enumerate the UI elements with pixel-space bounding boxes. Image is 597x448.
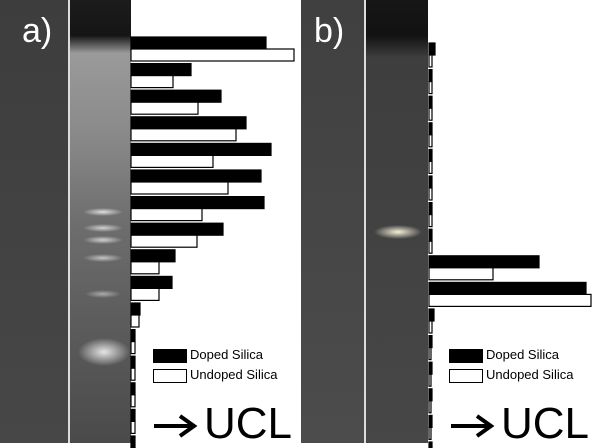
legend-swatch-doped [449,348,483,363]
gel-lane-reference-a [0,0,68,443]
bar-undoped-fraction-5 [130,154,214,168]
bar-undoped-fraction-8 [130,234,198,248]
bar-doped-fraction-6 [130,169,262,183]
bar-undoped-fraction-4 [130,128,237,142]
legend-label-doped: Doped Silica [190,347,263,362]
arrow-right-icon [154,414,198,439]
panel-a: a) Doped Silica Undoped Silica UCL [0,0,296,448]
bar-doped-fraction-3 [428,95,433,109]
bar-doped-fraction-8 [428,228,433,242]
bar-doped-fraction-8 [130,222,224,236]
bar-doped-fraction-16 [130,435,136,448]
bar-doped-fraction-4 [428,122,433,136]
bar-doped-fraction-14 [428,388,433,402]
bar-doped-fraction-5 [428,148,433,162]
legend-swatch-undoped [153,368,187,383]
bar-undoped-fraction-6 [130,181,229,195]
bar-doped-fraction-15 [428,414,433,428]
legend-label-undoped: Undoped Silica [486,367,574,382]
legend-swatch-doped [153,348,187,363]
bar-undoped-fraction-13 [428,373,432,387]
bar-doped-fraction-1 [130,36,267,50]
panel-label-b: b) [314,12,345,50]
bar-undoped-fraction-11 [130,314,140,328]
bar-undoped-fraction-1 [130,48,295,62]
legend-label-undoped: Undoped Silica [190,367,278,382]
bar-doped-fraction-12 [130,329,136,343]
bar-doped-fraction-9 [428,255,540,269]
bar-doped-fraction-7 [130,196,265,210]
ucl-axis-label-b: UCL [449,402,589,446]
bar-undoped-fraction-1 [428,54,433,68]
legend-item-doped: Doped Silica [449,347,559,363]
lane-divider-a [68,0,70,443]
legend-item-doped: Doped Silica [153,347,263,363]
bar-doped-fraction-7 [428,202,433,216]
bar-doped-fraction-9 [130,249,176,263]
bar-undoped-fraction-4 [428,134,433,148]
bar-doped-fraction-4 [130,116,247,130]
bar-doped-fraction-10 [428,281,587,295]
bar-undoped-fraction-14 [130,394,136,408]
bar-chart-a [130,36,295,448]
gel-image-a [0,0,131,443]
gel-image-b [301,0,428,443]
bar-undoped-fraction-7 [130,208,203,222]
bar-undoped-fraction-11 [428,320,433,334]
bar-doped-fraction-3 [130,89,222,103]
bar-undoped-fraction-2 [130,74,174,89]
bar-undoped-fraction-9 [130,261,160,275]
legend-item-undoped: Undoped Silica [153,367,278,383]
ucl-text-a: UCL [204,399,293,448]
bar-undoped-fraction-2 [428,80,433,95]
legend-item-undoped: Undoped Silica [449,367,574,383]
lane-divider-b [364,0,366,443]
bar-undoped-fraction-15 [428,426,432,440]
ucl-text-b: UCL [501,399,590,448]
panel-b: b) Doped Silica Undoped Silica UCL [301,0,597,448]
bar-doped-fraction-2 [428,68,433,83]
bar-undoped-fraction-7 [428,214,433,228]
bar-undoped-fraction-13 [130,367,136,381]
legend-swatch-undoped [449,368,483,383]
bar-undoped-fraction-5 [428,160,433,174]
gel-lane-sample-a [70,0,131,443]
panel-label-a: a) [22,12,53,50]
bar-undoped-fraction-12 [130,341,136,355]
bar-doped-fraction-11 [428,308,435,322]
gel-lane-reference-b [301,0,364,443]
bar-undoped-fraction-3 [130,101,199,115]
bar-undoped-fraction-10 [428,293,592,307]
bar-undoped-fraction-9 [428,267,494,281]
arrow-right-icon [451,414,495,439]
ucl-axis-label-a: UCL [152,402,292,446]
bar-doped-fraction-1 [428,42,436,56]
bar-doped-fraction-13 [130,355,136,369]
bar-doped-fraction-11 [130,302,141,316]
bar-undoped-fraction-14 [428,400,432,414]
bar-doped-fraction-5 [130,142,272,156]
bar-doped-fraction-6 [428,175,433,189]
bar-doped-fraction-14 [130,382,136,396]
bar-undoped-fraction-8 [428,240,433,254]
legend-label-doped: Doped Silica [486,347,559,362]
bar-doped-fraction-15 [130,408,136,422]
bar-undoped-fraction-10 [130,287,160,301]
bar-undoped-fraction-3 [428,107,433,121]
bar-doped-fraction-2 [130,62,192,77]
bar-undoped-fraction-15 [130,420,136,434]
bar-doped-fraction-13 [428,361,433,375]
bar-doped-fraction-10 [130,275,173,289]
bar-chart-b [428,42,592,448]
bar-undoped-fraction-12 [428,347,432,361]
bar-doped-fraction-12 [428,335,433,349]
bar-undoped-fraction-6 [428,187,433,201]
gel-lane-sample-b [366,0,428,443]
